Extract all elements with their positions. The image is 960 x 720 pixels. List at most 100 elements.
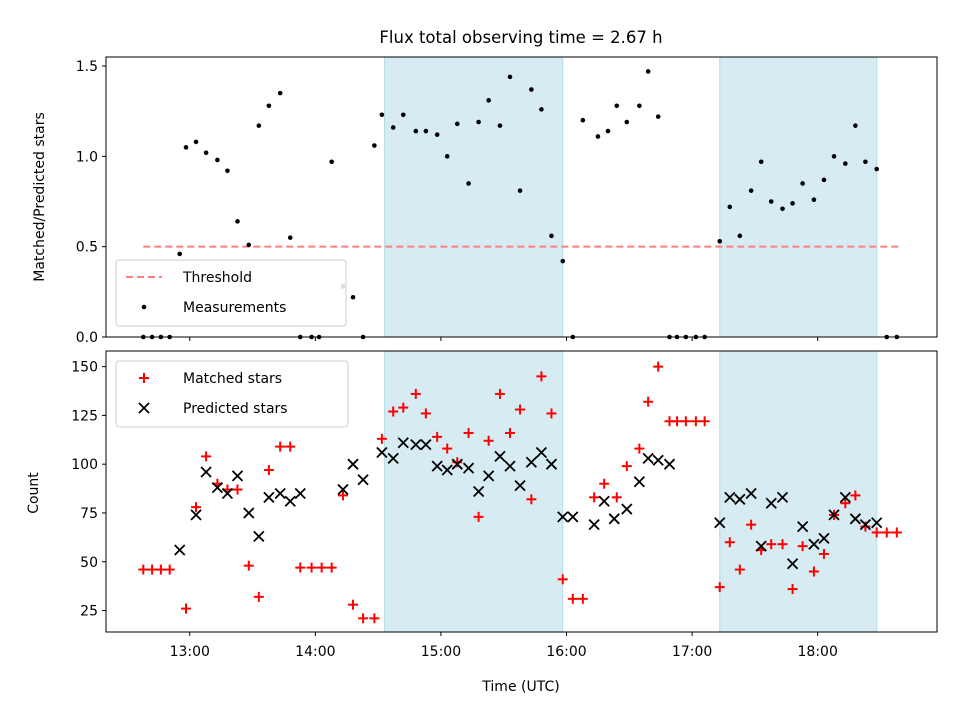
measurements-point xyxy=(177,251,183,257)
x-tick-label: 18:00 xyxy=(798,644,838,660)
measurements-point xyxy=(444,154,450,159)
predicted-stars-point xyxy=(494,450,506,463)
matched-stars-point xyxy=(766,539,777,550)
measurements-point xyxy=(811,197,817,203)
predicted-stars-point xyxy=(243,507,255,519)
matched-stars-point xyxy=(680,416,691,427)
predicted-stars-point xyxy=(652,454,664,466)
measurements-point xyxy=(497,123,503,128)
predicted-stars-point xyxy=(765,497,777,509)
measurements-point xyxy=(517,188,523,193)
matched-stars-point xyxy=(621,461,632,472)
y-tick-label: 0.5 xyxy=(76,240,98,256)
predicted-stars-point xyxy=(174,544,186,556)
matched-stars-point xyxy=(871,527,882,538)
measurements-point xyxy=(821,177,827,183)
bottom-panel-count-plot: 25 50 75 100 125 150 13:00 14:00 15:00 16:00 17:00… xyxy=(71,350,938,660)
measurements-point xyxy=(235,219,240,224)
axes-frame xyxy=(105,56,938,338)
predicted-stars-point xyxy=(200,466,212,478)
shaded-interval-1 xyxy=(383,56,564,338)
matched-stars-point xyxy=(232,484,243,495)
predicted-stars-point xyxy=(410,439,422,451)
measurements-point xyxy=(413,128,419,134)
matched-stars-point xyxy=(505,427,516,438)
predicted-stars-point xyxy=(621,503,633,515)
matched-stars-point xyxy=(808,566,819,577)
predicted-stars-point xyxy=(796,520,809,533)
matched-stars-point xyxy=(860,521,871,532)
legend-box xyxy=(115,259,347,327)
matched-stars-point xyxy=(388,406,399,417)
y-tick-label: 150 xyxy=(71,360,98,376)
x-axis-label: Time (UTC) xyxy=(481,679,559,695)
matched-stars-point xyxy=(473,511,484,522)
predicted-stars-point xyxy=(387,452,399,464)
predicted-stars-point xyxy=(263,491,275,503)
matched-stars-point xyxy=(714,582,725,593)
measurements-point xyxy=(655,114,661,119)
predicted-stars-point xyxy=(253,530,265,543)
measurements-point xyxy=(624,119,630,125)
measurements-point xyxy=(372,143,377,148)
predicted-stars-point xyxy=(849,513,862,525)
matched-stars-point xyxy=(180,603,191,614)
predicted-stars-point xyxy=(608,513,620,525)
predicted-stars-point xyxy=(357,474,369,486)
measurements-point xyxy=(287,235,293,240)
measurements-point xyxy=(350,294,356,300)
measurements-point xyxy=(853,123,858,128)
predicted-stars-point xyxy=(483,470,495,482)
measurements-point xyxy=(717,238,723,244)
y-tick-label: 100 xyxy=(71,457,98,473)
measurements-point xyxy=(476,119,481,125)
y-tick-label: 125 xyxy=(71,408,98,424)
predicted-stars-point xyxy=(859,519,872,531)
matched-stars-series xyxy=(138,361,902,624)
matched-stars-point xyxy=(690,416,701,427)
predicted-stars-point xyxy=(535,446,548,459)
measurements-point xyxy=(560,258,566,264)
matched-stars-point xyxy=(316,562,327,573)
predicted-stars-point xyxy=(231,470,244,482)
matched-stars-point xyxy=(369,613,380,624)
predicted-stars-point xyxy=(431,460,443,472)
predicted-stars-point xyxy=(337,483,349,496)
measurements-point xyxy=(780,206,785,212)
measurements-point xyxy=(539,107,544,112)
y-tick-label: 1.0 xyxy=(76,149,98,165)
predicted-stars-point xyxy=(397,437,409,449)
top-y-axis-label: Matched/Predicted stars xyxy=(32,112,48,282)
predicted-stars-point xyxy=(642,452,654,464)
predicted-stars-point xyxy=(545,458,558,470)
matched-stars-point xyxy=(746,519,757,530)
measurements-point xyxy=(277,90,283,96)
measurements-point xyxy=(843,161,848,166)
matched-stars-point xyxy=(634,443,645,454)
legend-marker xyxy=(138,402,150,414)
predicted-stars-series xyxy=(174,437,883,570)
matched-stars-point xyxy=(891,527,902,538)
measurements-point xyxy=(727,204,733,210)
measurements-point xyxy=(768,199,774,204)
measurements-point xyxy=(605,128,611,134)
matched-stars-point xyxy=(483,435,494,446)
legend-marker xyxy=(139,373,149,383)
matched-stars-point xyxy=(643,396,654,407)
measurements-point xyxy=(758,159,764,165)
predicted-stars-point xyxy=(294,487,306,500)
measurements-point xyxy=(246,242,252,248)
predicted-stars-point xyxy=(376,446,388,459)
matched-stars-point xyxy=(526,494,537,505)
predicted-stars-point xyxy=(588,519,600,531)
measurements-point xyxy=(874,166,880,172)
shaded-interval-2 xyxy=(719,56,878,338)
chart-title: Flux total observing time = 2.67 h xyxy=(379,28,662,47)
measurements-point xyxy=(225,168,230,174)
data-layer xyxy=(140,69,900,340)
matched-stars-point xyxy=(191,502,202,513)
measurements-point xyxy=(486,98,491,103)
legend: Matched stars Predicted stars xyxy=(115,360,349,428)
measurements-point xyxy=(454,121,460,127)
